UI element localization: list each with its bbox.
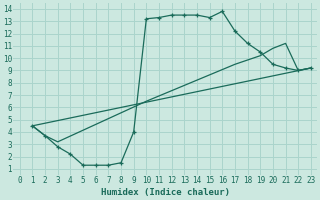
X-axis label: Humidex (Indice chaleur): Humidex (Indice chaleur)	[101, 188, 230, 197]
